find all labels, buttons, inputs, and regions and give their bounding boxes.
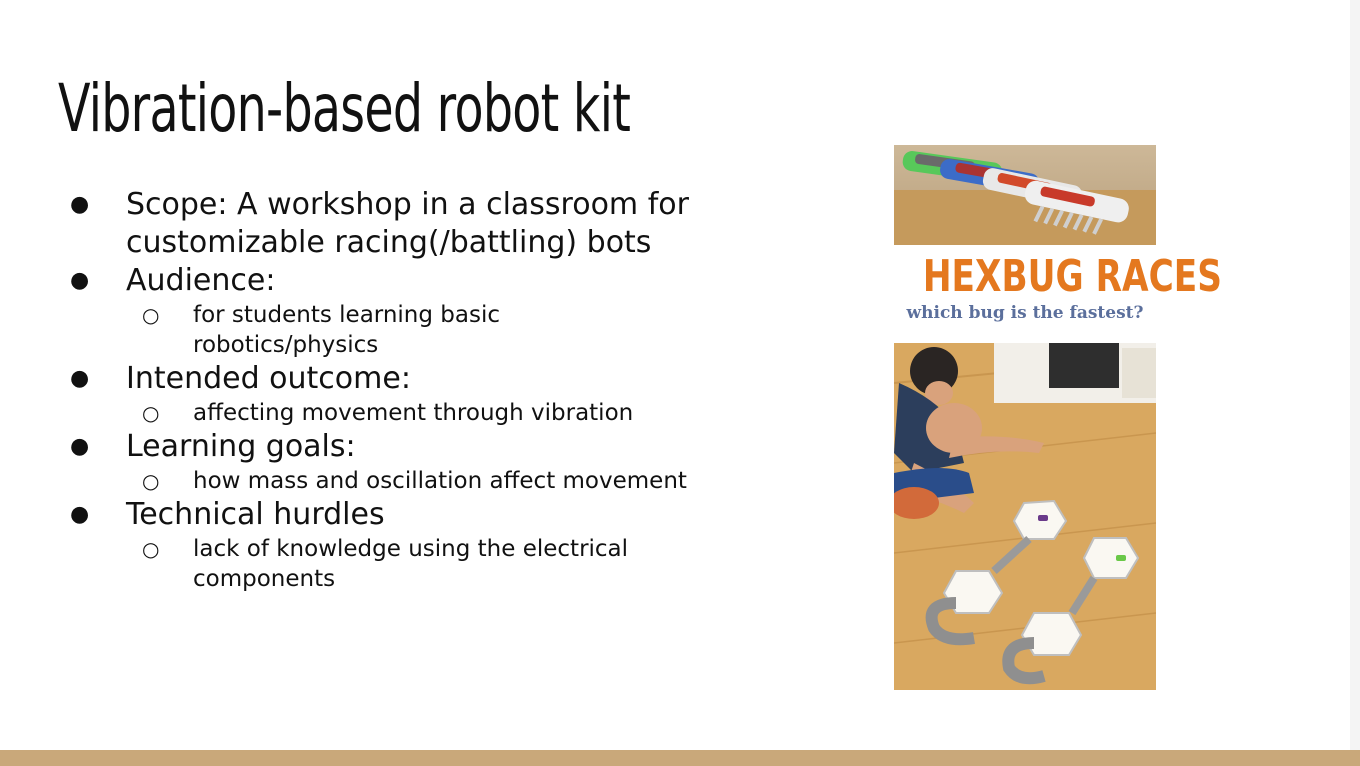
bullet-dot-icon: ●: [70, 366, 90, 391]
sub-bullet-text: lack of knowledge using the electrical c…: [193, 536, 629, 592]
bullet-ring-icon: ○: [142, 537, 160, 561]
bullet-ring-icon: ○: [142, 401, 160, 425]
bullet-text: Intended outcome:: [126, 361, 411, 396]
bullet-audience: ● Audience:: [70, 262, 690, 300]
sub-bullet-text: how mass and oscillation affect movement: [193, 468, 687, 494]
slide-title: Vibration-based robot kit: [58, 70, 631, 147]
bullet-text: Audience:: [126, 263, 276, 298]
sub-bullet-text: for students learning basic robotics/phy…: [193, 302, 501, 358]
bullet-dot-icon: ●: [70, 502, 90, 527]
hexbug-races-heading: HEXBUG RACES: [922, 251, 1222, 302]
bullet-text: Learning goals:: [126, 429, 356, 464]
bullet-outcome: ● Intended outcome:: [70, 360, 690, 398]
sub-bullet-audience: ○ for students learning basic robotics/ph…: [70, 300, 690, 360]
bullet-learning-goals: ● Learning goals:: [70, 428, 690, 466]
bullet-scope: ● Scope: A workshop in a classroom for cu…: [70, 186, 690, 262]
hexbug-races-subheading: which bug is the fastest?: [906, 303, 1144, 323]
bullet-dot-icon: ●: [70, 268, 90, 293]
bullet-dot-icon: ●: [70, 192, 90, 217]
bullet-ring-icon: ○: [142, 303, 160, 327]
footer-bar: [0, 750, 1360, 766]
sub-bullet-technical-hurdles: ○ lack of knowledge using the electrical …: [70, 534, 690, 594]
hexbug-races-image: HEXBUG RACES which bug is the fastest?: [894, 145, 1222, 690]
bullet-text: Technical hurdles: [126, 497, 385, 532]
bullet-list: ● Scope: A workshop in a classroom for cu…: [70, 186, 690, 594]
bullet-text: Scope: A workshop in a classroom for cus…: [126, 187, 689, 260]
sub-bullet-text: affecting movement through vibration: [193, 400, 634, 426]
child-racing-photo: [894, 343, 1156, 690]
bullet-ring-icon: ○: [142, 469, 160, 493]
sub-bullet-learning-goals: ○ how mass and oscillation affect movemen…: [70, 466, 690, 496]
slide-right-edge: [1350, 0, 1360, 750]
sub-bullet-outcome: ○ affecting movement through vibration: [70, 398, 690, 428]
hexbug-robots-photo: [894, 145, 1156, 245]
bullet-dot-icon: ●: [70, 434, 90, 459]
bullet-technical-hurdles: ● Technical hurdles: [70, 496, 690, 534]
